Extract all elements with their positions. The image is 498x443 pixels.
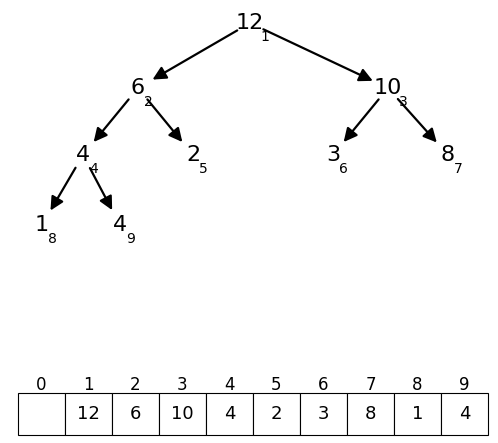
Bar <box>253 393 300 435</box>
Bar <box>394 393 441 435</box>
Text: 1: 1 <box>35 215 49 235</box>
Bar <box>65 393 112 435</box>
Bar <box>347 393 394 435</box>
Text: 2: 2 <box>271 405 282 423</box>
Text: 10: 10 <box>374 78 402 98</box>
Text: 4: 4 <box>459 405 470 423</box>
Bar <box>206 393 253 435</box>
Text: 7: 7 <box>454 162 463 176</box>
Text: 2: 2 <box>144 95 153 109</box>
Text: 3: 3 <box>318 405 329 423</box>
Text: 6: 6 <box>318 376 329 394</box>
Text: 0: 0 <box>36 376 47 394</box>
Bar <box>18 393 65 435</box>
Text: 7: 7 <box>365 376 376 394</box>
Text: 12: 12 <box>236 13 264 33</box>
Text: 6: 6 <box>339 162 348 176</box>
Text: 8: 8 <box>365 405 376 423</box>
Bar <box>300 393 347 435</box>
Text: 4: 4 <box>113 215 127 235</box>
Text: 3: 3 <box>177 376 188 394</box>
Text: 6: 6 <box>131 78 145 98</box>
Text: 6: 6 <box>130 405 141 423</box>
Bar <box>441 393 488 435</box>
Text: 1: 1 <box>83 376 94 394</box>
Text: 1: 1 <box>412 405 423 423</box>
Text: 5: 5 <box>199 162 208 176</box>
Bar <box>112 393 159 435</box>
Text: 10: 10 <box>171 405 194 423</box>
Text: 4: 4 <box>224 405 235 423</box>
Text: 9: 9 <box>126 232 135 246</box>
Text: 1: 1 <box>260 30 269 44</box>
Text: 4: 4 <box>224 376 235 394</box>
Text: 12: 12 <box>77 405 100 423</box>
Text: 2: 2 <box>186 145 200 165</box>
Text: 8: 8 <box>441 145 455 165</box>
Text: 2: 2 <box>130 376 141 394</box>
Text: 5: 5 <box>271 376 282 394</box>
Text: 3: 3 <box>326 145 340 165</box>
Text: 8: 8 <box>412 376 423 394</box>
Text: 9: 9 <box>459 376 470 394</box>
Text: 4: 4 <box>89 162 98 176</box>
Text: 4: 4 <box>76 145 90 165</box>
Bar <box>159 393 206 435</box>
Text: 8: 8 <box>48 232 57 246</box>
Text: 3: 3 <box>398 95 407 109</box>
